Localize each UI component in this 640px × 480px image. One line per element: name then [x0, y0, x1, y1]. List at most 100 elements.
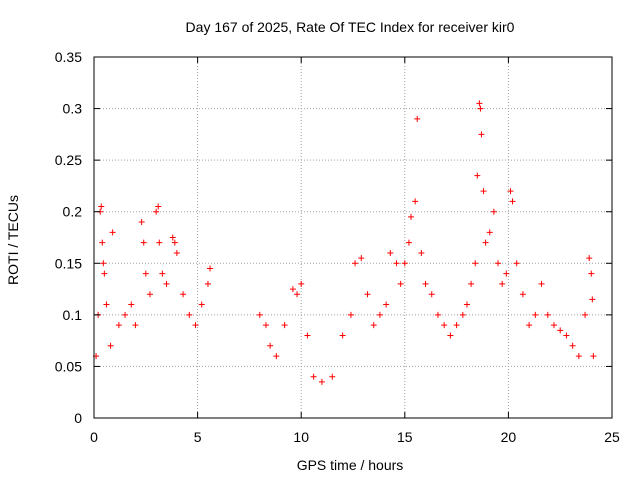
data-point: [582, 311, 589, 318]
axis-ticks: 0 5 10 15 20 25 0 0.05 0.1 0.15 0.2 0.25 0.3 0.35: [55, 49, 620, 445]
data-point: [503, 270, 510, 277]
data-point: [204, 280, 211, 287]
x-tick-label: 0: [90, 429, 98, 445]
data-point: [273, 353, 280, 360]
data-point: [507, 188, 514, 195]
data-point: [128, 301, 135, 308]
data-point: [169, 234, 176, 241]
data-point: [474, 172, 481, 179]
data-point: [140, 239, 147, 246]
data-point: [397, 280, 404, 287]
data-point: [267, 342, 274, 349]
data-point: [383, 301, 390, 308]
data-point: [256, 311, 263, 318]
x-tick-label: 5: [194, 429, 202, 445]
data-point: [468, 280, 475, 287]
data-point: [393, 260, 400, 267]
data-point: [563, 332, 570, 339]
y-tick-label: 0.25: [55, 152, 82, 168]
data-point: [414, 115, 421, 122]
data-point: [156, 239, 163, 246]
y-tick-label: 0.3: [63, 101, 83, 117]
data-point: [447, 332, 454, 339]
data-point: [100, 260, 107, 267]
data-point: [122, 311, 129, 318]
data-point: [109, 229, 116, 236]
data-point: [453, 322, 460, 329]
data-point: [171, 239, 178, 246]
data-point: [173, 249, 180, 256]
data-point: [532, 311, 539, 318]
y-tick-label: 0.15: [55, 255, 82, 271]
data-point: [198, 301, 205, 308]
data-point: [588, 270, 595, 277]
x-tick-label: 20: [501, 429, 517, 445]
y-axis-title: ROTI / TECUs: [5, 195, 21, 285]
data-point: [289, 286, 296, 293]
data-point: [304, 332, 311, 339]
data-point: [495, 260, 502, 267]
y-tick-label: 0.35: [55, 49, 82, 65]
data-point: [192, 322, 199, 329]
data-point: [329, 373, 336, 380]
data-point: [401, 260, 408, 267]
data-point: [318, 378, 325, 385]
y-tick-label: 0: [74, 410, 82, 426]
data-point: [499, 280, 506, 287]
data-point: [262, 322, 269, 329]
data-point: [347, 311, 354, 318]
data-point: [146, 291, 153, 298]
data-point: [138, 219, 145, 226]
data-point: [180, 291, 187, 298]
chart-title: Day 167 of 2025, Rate Of TEC Index for r…: [186, 19, 515, 35]
data-point: [513, 260, 520, 267]
data-point: [370, 322, 377, 329]
data-point: [376, 311, 383, 318]
data-point: [538, 280, 545, 287]
data-point: [590, 353, 597, 360]
data-point: [408, 213, 415, 220]
data-point: [186, 311, 193, 318]
data-point: [557, 327, 564, 334]
data-point: [115, 322, 122, 329]
data-point: [207, 265, 214, 272]
data-point: [482, 239, 489, 246]
data-point: [155, 203, 162, 210]
data-point: [550, 322, 557, 329]
data-point: [477, 105, 484, 112]
data-point: [459, 311, 466, 318]
data-point: [159, 270, 166, 277]
data-point: [98, 203, 105, 210]
data-point: [434, 311, 441, 318]
data-point: [589, 296, 596, 303]
data-point: [509, 198, 516, 205]
data-point: [476, 100, 483, 107]
data-point: [569, 342, 576, 349]
data-point: [586, 255, 593, 262]
x-axis-title: GPS time / hours: [297, 457, 404, 473]
data-point: [463, 301, 470, 308]
data-point: [422, 280, 429, 287]
data-point: [486, 229, 493, 236]
data-point: [132, 322, 139, 329]
data-point: [281, 322, 288, 329]
data-point: [405, 239, 412, 246]
data-point: [478, 131, 485, 138]
data-point: [418, 249, 425, 256]
data-point: [298, 280, 305, 287]
data-point: [544, 311, 551, 318]
data-point: [339, 332, 346, 339]
data-point: [526, 322, 533, 329]
y-tick-label: 0.2: [63, 204, 83, 220]
data-point: [352, 260, 359, 267]
data-marks: [93, 100, 597, 385]
data-point: [519, 291, 526, 298]
data-point: [412, 198, 419, 205]
x-tick-label: 10: [293, 429, 309, 445]
data-point: [103, 301, 110, 308]
data-point: [575, 353, 582, 360]
data-point: [358, 255, 365, 262]
data-point: [310, 373, 317, 380]
data-point: [294, 291, 301, 298]
